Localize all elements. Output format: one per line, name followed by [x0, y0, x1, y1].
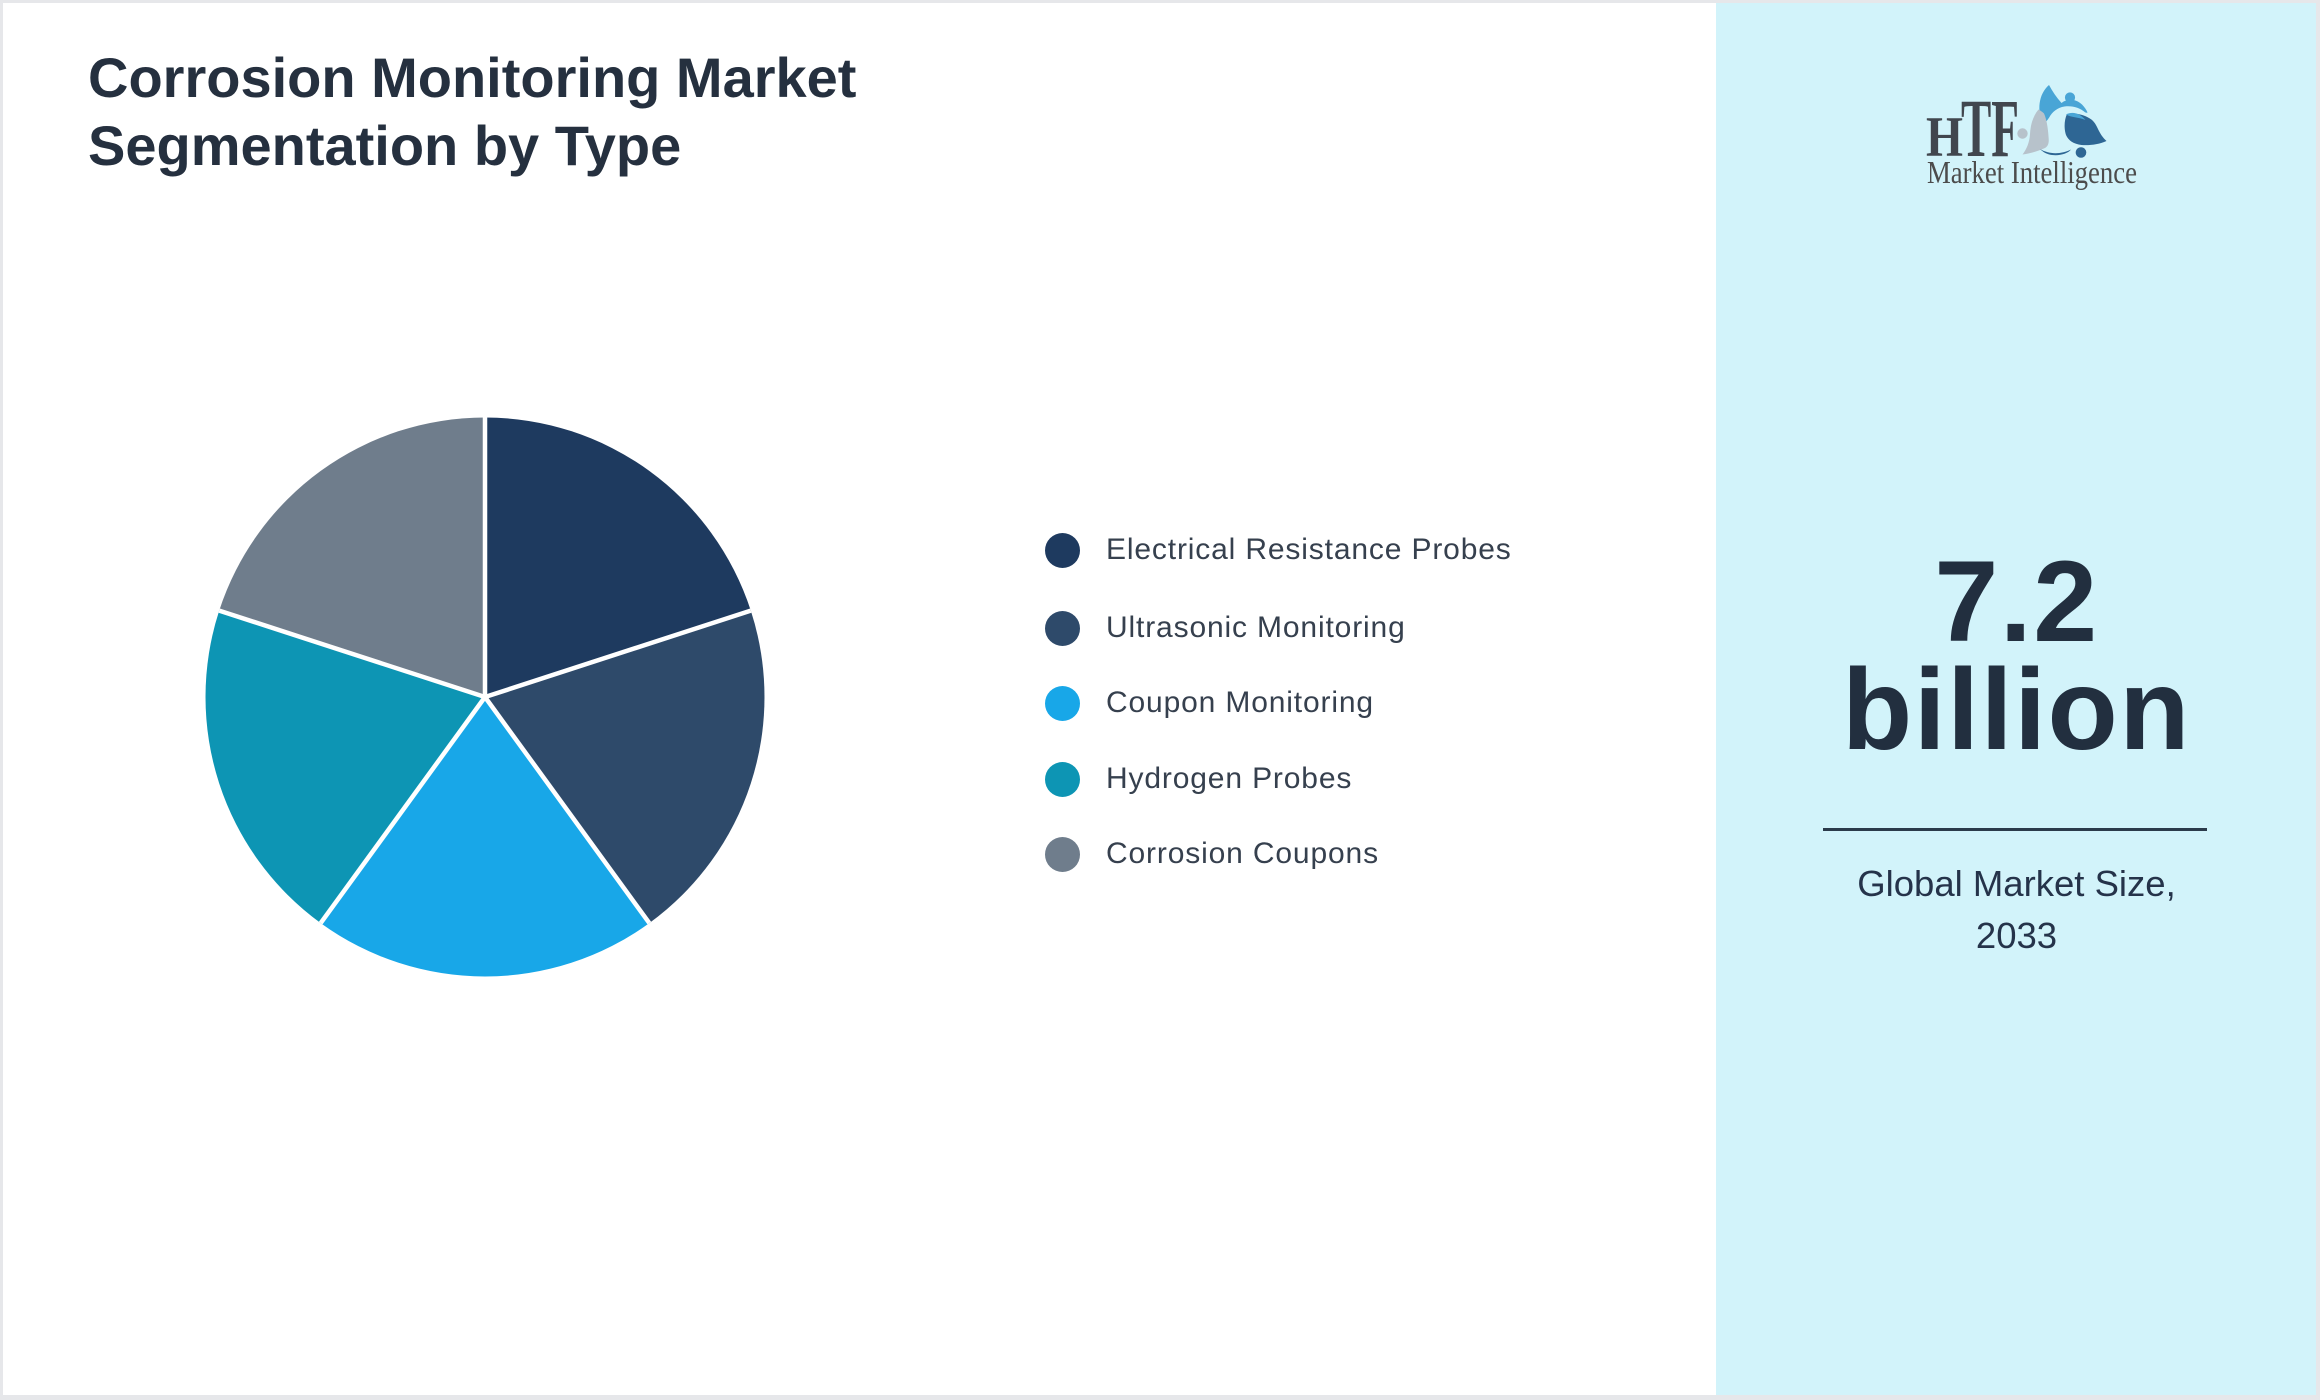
svg-text:Market Intelligence: Market Intelligence: [1927, 154, 2137, 190]
svg-text:H: H: [1926, 106, 1963, 169]
svg-text:TF: TF: [1961, 82, 2019, 174]
